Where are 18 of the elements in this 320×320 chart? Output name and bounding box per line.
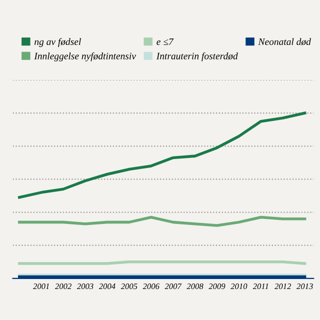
legend-label: Innleggelse nyfødtintensiv bbox=[34, 52, 136, 62]
x-tick-label: 2010 bbox=[230, 284, 248, 290]
legend-label: Neonatal død bbox=[258, 38, 311, 46]
x-tick-label: 2002 bbox=[54, 284, 72, 290]
legend-label: ng av fødsel bbox=[34, 38, 81, 47]
x-tick-label: 2001 bbox=[33, 284, 49, 290]
x-tick-label: 2008 bbox=[186, 284, 204, 290]
x-tick-label: 2007 bbox=[164, 284, 182, 290]
x-tick-label: 2003 bbox=[76, 284, 94, 290]
x-tick-label: 2009 bbox=[208, 284, 226, 290]
x-tick-label: 2006 bbox=[142, 284, 160, 290]
x-tick-label: 2004 bbox=[98, 284, 116, 290]
x-tick-label: 2013 bbox=[296, 284, 313, 290]
legend-label: Intrauterin fosterdød bbox=[156, 52, 238, 62]
x-tick-label: 2005 bbox=[120, 284, 138, 290]
x-tick-label: 2011 bbox=[252, 284, 268, 290]
x-tick-label: 2012 bbox=[274, 284, 292, 290]
legend-label: e ≤7 bbox=[156, 38, 174, 46]
